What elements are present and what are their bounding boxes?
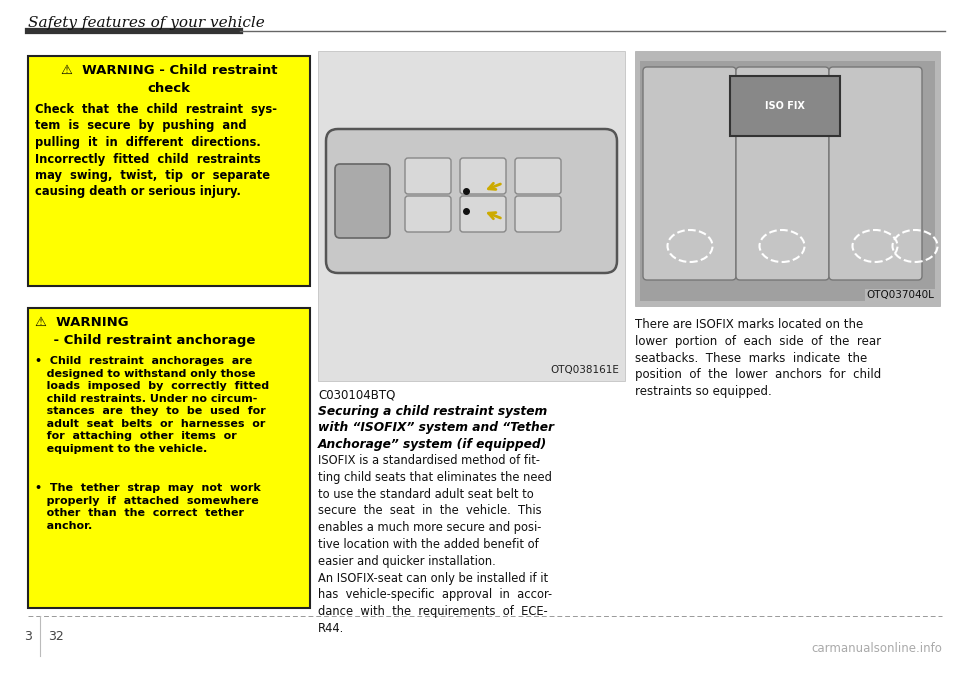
Text: 3: 3 bbox=[24, 629, 32, 642]
FancyBboxPatch shape bbox=[643, 67, 736, 280]
Text: Check  that  the  child  restraint  sys-
tem  is  secure  by  pushing  and
pulli: Check that the child restraint sys- tem … bbox=[35, 103, 277, 199]
FancyBboxPatch shape bbox=[730, 76, 840, 136]
Text: OTQ037040L: OTQ037040L bbox=[866, 290, 934, 300]
FancyBboxPatch shape bbox=[460, 196, 506, 232]
Text: Securing a child restraint system
with “ISOFIX” system and “Tether
Anchorage” sy: Securing a child restraint system with “… bbox=[318, 405, 554, 451]
FancyBboxPatch shape bbox=[515, 196, 561, 232]
Text: •  Child  restraint  anchorages  are
   designed to withstand only those
   load: • Child restraint anchorages are designe… bbox=[35, 356, 269, 454]
Text: - Child restraint anchorage: - Child restraint anchorage bbox=[35, 334, 255, 347]
Text: carmanualsonline.info: carmanualsonline.info bbox=[811, 642, 942, 654]
FancyBboxPatch shape bbox=[405, 158, 451, 194]
FancyBboxPatch shape bbox=[829, 67, 922, 280]
Text: ISO FIX: ISO FIX bbox=[765, 101, 804, 111]
FancyBboxPatch shape bbox=[318, 51, 625, 381]
Text: ISOFIX is a standardised method of fit-
ting child seats that eliminates the nee: ISOFIX is a standardised method of fit- … bbox=[318, 454, 552, 635]
FancyBboxPatch shape bbox=[736, 67, 829, 280]
FancyBboxPatch shape bbox=[460, 158, 506, 194]
Text: 32: 32 bbox=[48, 629, 63, 642]
Text: ⚠  WARNING: ⚠ WARNING bbox=[35, 316, 129, 329]
Text: •  The  tether  strap  may  not  work
   properly  if  attached  somewhere
   ot: • The tether strap may not work properly… bbox=[35, 483, 261, 531]
Text: There are ISOFIX marks located on the
lower  portion  of  each  side  of  the  r: There are ISOFIX marks located on the lo… bbox=[635, 318, 881, 398]
FancyBboxPatch shape bbox=[335, 164, 390, 238]
FancyBboxPatch shape bbox=[640, 61, 935, 301]
FancyBboxPatch shape bbox=[28, 56, 310, 286]
Text: Safety features of your vehicle: Safety features of your vehicle bbox=[28, 16, 265, 30]
FancyBboxPatch shape bbox=[28, 308, 310, 608]
Text: C030104BTQ: C030104BTQ bbox=[318, 389, 396, 402]
Text: OTQ038161E: OTQ038161E bbox=[550, 365, 619, 375]
FancyBboxPatch shape bbox=[635, 51, 940, 306]
Text: ⚠  WARNING - Child restraint: ⚠ WARNING - Child restraint bbox=[60, 64, 277, 77]
FancyBboxPatch shape bbox=[515, 158, 561, 194]
FancyBboxPatch shape bbox=[405, 196, 451, 232]
FancyBboxPatch shape bbox=[326, 129, 617, 273]
Text: check: check bbox=[148, 82, 190, 95]
